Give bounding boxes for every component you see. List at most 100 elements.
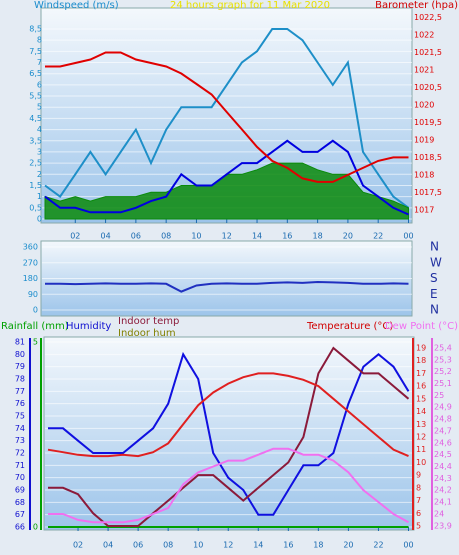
y-tick-label: 4,5 xyxy=(29,114,42,123)
x-tick-label: 04 xyxy=(100,232,110,241)
y2-tick-label: 15 xyxy=(416,394,426,403)
series-line xyxy=(45,51,409,183)
x-tick-label: 18 xyxy=(313,541,323,550)
x-tick-label: 02 xyxy=(73,541,83,550)
y-tick-label: 360 xyxy=(23,243,38,252)
legend-label: Indoor temp xyxy=(118,316,179,327)
y2-tick-label: 10 xyxy=(416,458,426,467)
y2-tick-label: 13 xyxy=(416,420,426,429)
x-tick-label: 06 xyxy=(131,232,141,241)
y2-tick-label: 12 xyxy=(416,432,426,441)
y3-tick-label: 25,2 xyxy=(434,367,452,376)
x-tick-label: 14 xyxy=(252,232,262,241)
y-tick-label: 73 xyxy=(15,436,25,445)
y3-tick-label: 24,3 xyxy=(434,474,452,483)
x-tick-label: 08 xyxy=(161,232,171,241)
y2-tick-label: 1019 xyxy=(414,135,434,144)
y3-tick-label: 24,4 xyxy=(434,462,452,471)
y-tick-label: 4 xyxy=(37,125,42,134)
y2-tick-label: 5 xyxy=(416,521,421,530)
y-tick-label: 76 xyxy=(15,399,25,408)
y2-tick-label: 7 xyxy=(416,496,421,505)
y-tick-label: 7,5 xyxy=(29,47,42,56)
y2-tick-label: 1020,5 xyxy=(414,83,442,92)
x-tick-label: 10 xyxy=(191,232,201,241)
y3-tick-label: 23,9 xyxy=(434,521,452,530)
x-tick-label: 18 xyxy=(313,232,323,241)
series-line xyxy=(44,28,410,209)
series-line xyxy=(48,346,410,527)
x-tick-label: 02 xyxy=(70,232,80,241)
y-tick-label: 74 xyxy=(15,424,25,433)
series-line xyxy=(44,139,409,216)
legend-label: Indoor hum xyxy=(118,328,176,339)
y-tick-label: 70 xyxy=(15,473,25,482)
x-tick-label: 20 xyxy=(343,541,353,550)
y2-tick-label: 1019,5 xyxy=(414,118,442,127)
y2-tick-label: E xyxy=(430,287,438,301)
y-tick-label: 270 xyxy=(23,258,38,267)
x-tick-label: 04 xyxy=(103,541,113,550)
x-tick-label: 06 xyxy=(133,541,143,550)
y3-tick-label: 25,1 xyxy=(434,379,452,388)
x-tick-label: 10 xyxy=(193,541,203,550)
y2-tick-label: 11 xyxy=(416,445,426,454)
y-tick-label: 66 xyxy=(15,523,25,532)
y-tick-label: 1 xyxy=(37,192,42,201)
y2-tick-label: N xyxy=(430,303,439,317)
series-line xyxy=(47,372,409,458)
y3-tick-label: 25,3 xyxy=(434,355,452,364)
y2-tick-label: 1022,5 xyxy=(414,13,442,22)
y2-tick-label: 1017,5 xyxy=(414,188,442,197)
x-tick-label: 22 xyxy=(373,541,383,550)
legend-label: Humidity xyxy=(66,321,111,332)
legend-label: Temperature (°C) xyxy=(306,321,393,332)
y3-tick-label: 24,8 xyxy=(434,415,452,424)
x-tick-label: 00 xyxy=(403,232,413,241)
x-tick-label: 14 xyxy=(253,541,263,550)
legend-label: Rainfall (mm) xyxy=(1,321,69,332)
y-tick-label: 6 xyxy=(37,80,42,89)
y-tick-label: 80 xyxy=(15,350,25,359)
y-tick-label: 2,5 xyxy=(29,159,42,168)
y3-tick-label: 25 xyxy=(434,391,444,400)
y2-tick-label: 18 xyxy=(416,356,426,365)
y-tick-label: 5,5 xyxy=(29,92,42,101)
x-tick-label: 00 xyxy=(403,541,413,550)
y-tick-label: 8,5 xyxy=(29,24,42,33)
y3-tick-label: 24 xyxy=(434,509,444,518)
y3-tick-label: 24,5 xyxy=(434,450,452,459)
x-tick-label: 12 xyxy=(222,232,232,241)
y-tick-label: 8 xyxy=(37,36,42,45)
y2-axis-title: Barometer (hpa) xyxy=(375,0,458,11)
x-tick-label: 20 xyxy=(343,232,353,241)
y3-tick-label: 24,2 xyxy=(434,486,452,495)
y-tick-label: 6,5 xyxy=(29,69,42,78)
y2-tick-label: 1018,5 xyxy=(414,153,442,162)
y2-tick-label: 1017 xyxy=(414,205,434,214)
x-tick-label: 08 xyxy=(163,541,173,550)
panel-temperature xyxy=(43,336,415,531)
y2-tick-label: W xyxy=(430,255,442,269)
y2-tick-label: N xyxy=(430,240,439,254)
x-tick-label: 16 xyxy=(282,232,292,241)
y2-tick-label: 14 xyxy=(416,407,426,416)
y-tick-label: 67 xyxy=(15,510,25,519)
y-tick-label: 78 xyxy=(15,375,25,384)
y2-tick-label: 8 xyxy=(416,483,421,492)
y-tick-label: 2 xyxy=(37,170,42,179)
y2-tick-label: 1021,5 xyxy=(414,48,442,57)
x-tick-label: 16 xyxy=(283,541,293,550)
y2-tick-label: S xyxy=(430,271,438,285)
y4-tick-label: 5 xyxy=(33,338,38,347)
y2-tick-label: 6 xyxy=(416,509,421,518)
y-tick-label: 0 xyxy=(33,306,38,315)
y-tick-label: 3 xyxy=(37,147,42,156)
y4-tick-label: 0 xyxy=(33,523,38,532)
y3-tick-label: 24,6 xyxy=(434,438,452,447)
series-line xyxy=(48,351,410,516)
y2-tick-label: 1021 xyxy=(414,65,434,74)
y2-tick-label: 1020 xyxy=(414,100,434,109)
y3-tick-label: 24,1 xyxy=(434,498,452,507)
